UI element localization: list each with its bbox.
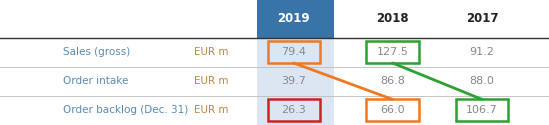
Bar: [456, 99, 508, 121]
Text: 91.2: 91.2: [469, 47, 495, 57]
Bar: [268, 99, 320, 121]
Text: 2019: 2019: [277, 12, 310, 25]
Text: 79.4: 79.4: [281, 47, 306, 57]
Text: 106.7: 106.7: [466, 105, 498, 115]
Text: 127.5: 127.5: [377, 47, 408, 57]
Text: EUR m: EUR m: [194, 76, 228, 86]
Text: 2017: 2017: [466, 12, 498, 25]
Text: 88.0: 88.0: [469, 76, 495, 86]
Bar: [257, 38, 334, 125]
Text: 26.3: 26.3: [281, 105, 306, 115]
Text: Sales (gross): Sales (gross): [63, 47, 130, 57]
Text: Order backlog (Dec. 31): Order backlog (Dec. 31): [63, 105, 188, 115]
Text: 2018: 2018: [376, 12, 409, 25]
Text: 66.0: 66.0: [380, 105, 405, 115]
Bar: [367, 99, 418, 121]
Text: Order intake: Order intake: [63, 76, 128, 86]
Text: EUR m: EUR m: [194, 47, 228, 57]
Bar: [367, 41, 418, 63]
Text: 86.8: 86.8: [380, 76, 405, 86]
Text: EUR m: EUR m: [194, 105, 228, 115]
Bar: [268, 41, 320, 63]
Bar: [257, 0, 334, 38]
Text: 39.7: 39.7: [281, 76, 306, 86]
